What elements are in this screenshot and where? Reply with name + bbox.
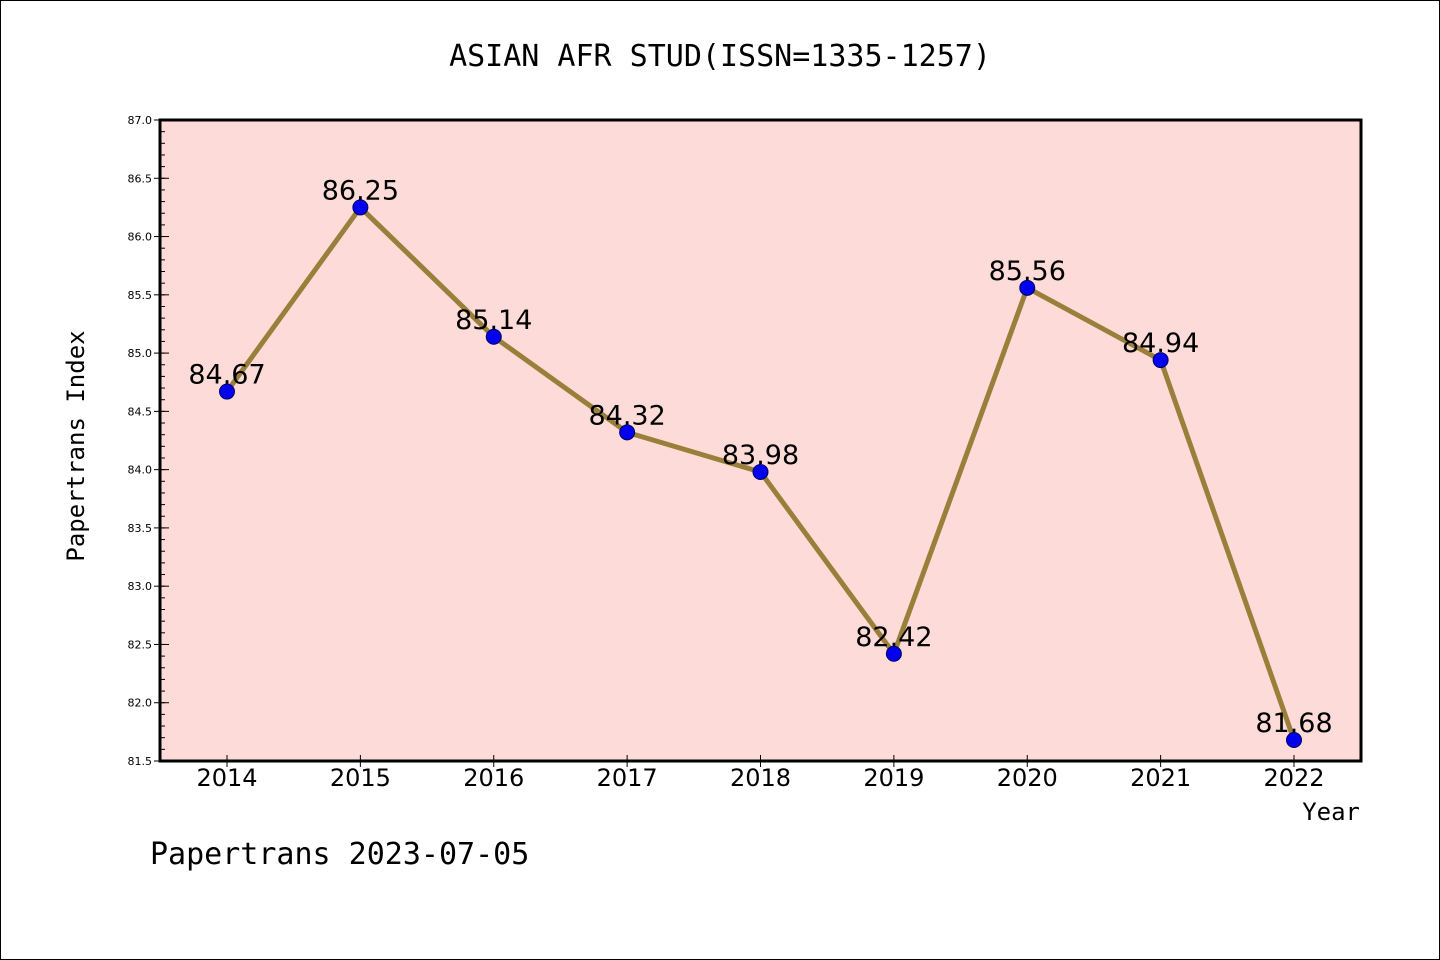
data-point	[1286, 732, 1302, 749]
y-axis-label: Papertrans Index	[62, 330, 90, 561]
x-axis-label: Year	[1302, 798, 1360, 826]
data-label: 81.68	[1255, 708, 1332, 739]
data-label: 82.42	[855, 622, 932, 653]
plot-area	[160, 120, 1361, 761]
data-label: 83.98	[722, 440, 799, 471]
y-tick-label: 86.5	[128, 172, 153, 185]
data-point	[1019, 279, 1036, 296]
y-tick-label: 82.0	[128, 697, 153, 710]
data-labels: 84.67 86.25 85.14 84.32 83.98 82.42 85.56 84.94…	[188, 175, 1332, 739]
y-tick-label: 86.0	[128, 231, 153, 244]
x-tick-label: 2014	[196, 764, 257, 792]
data-label: 84.32	[588, 400, 665, 431]
data-label: 85.56	[989, 256, 1066, 287]
data-point	[352, 199, 369, 216]
x-tick-label: 2016	[463, 764, 524, 792]
data-label: 86.25	[322, 175, 399, 206]
y-tick-label: 85.0	[128, 347, 153, 360]
y-tick-label: 85.5	[128, 289, 153, 302]
y-tick-label: 82.5	[128, 638, 153, 651]
data-point	[885, 645, 902, 662]
y-tick-label: 81.5	[128, 755, 153, 768]
x-tick-label: 2021	[1130, 764, 1191, 792]
footer-credit: Papertrans 2023-07-05	[150, 837, 529, 872]
x-tick-label: 2022	[1263, 764, 1324, 792]
data-label: 85.14	[455, 305, 532, 336]
data-point	[219, 383, 235, 400]
data-point	[752, 463, 769, 480]
x-axis-ticks: 2014 2015 2016 2017 2018 2019 2020 2021 2022	[196, 755, 1325, 792]
data-label: 84.94	[1122, 328, 1199, 359]
data-points	[219, 199, 1302, 749]
data-point	[619, 424, 636, 441]
x-tick-label: 2015	[330, 764, 391, 792]
y-tick-label: 87.0	[128, 114, 153, 127]
data-label: 84.67	[188, 360, 265, 391]
y-tick-label: 84.5	[128, 405, 153, 418]
chart-title: ASIAN AFR STUD(ISSN=1335-1257)	[449, 39, 991, 74]
data-point	[485, 328, 502, 345]
x-tick-label: 2018	[730, 764, 791, 792]
x-tick-label: 2020	[997, 764, 1058, 792]
x-tick-label: 2019	[863, 764, 924, 792]
data-point	[1152, 352, 1169, 369]
y-tick-label: 83.5	[128, 522, 153, 535]
y-tick-label: 84.0	[128, 464, 153, 477]
x-tick-label: 2017	[597, 764, 658, 792]
plot-border	[158, 118, 1363, 763]
y-tick-label: 83.0	[128, 580, 153, 593]
